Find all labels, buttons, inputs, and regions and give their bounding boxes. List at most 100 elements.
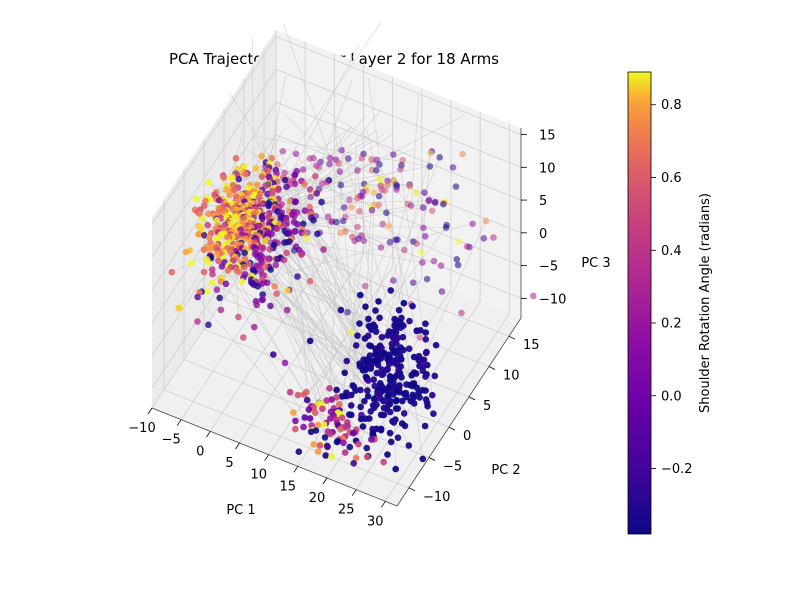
- data-point: [398, 374, 405, 381]
- data-point: [351, 237, 358, 245]
- data-point: [259, 215, 266, 222]
- data-point: [290, 409, 297, 416]
- grid-line-x: [384, 313, 510, 502]
- data-point: [394, 434, 402, 442]
- data-point: [413, 240, 421, 247]
- data-point: [301, 207, 309, 214]
- data-point: [352, 454, 360, 462]
- data-point: [274, 161, 281, 168]
- data-point: [480, 235, 488, 242]
- data-point: [208, 279, 216, 286]
- colorbar-tick-label: 0.8: [661, 98, 682, 113]
- data-point: [422, 336, 430, 343]
- y-tick-label: 5: [483, 399, 491, 414]
- data-point: [242, 170, 249, 178]
- data-point: [380, 458, 387, 466]
- x-tick-label: −5: [162, 433, 181, 448]
- trajectory-segment: [400, 169, 433, 396]
- x-tick-mark: [176, 419, 182, 426]
- data-point: [430, 410, 437, 418]
- data-point: [244, 190, 251, 197]
- x-tick-mark: [147, 407, 153, 415]
- data-point: [407, 202, 415, 209]
- data-point: [380, 411, 388, 419]
- data-point: [215, 257, 222, 265]
- data-point: [406, 182, 413, 190]
- data-point: [320, 421, 328, 428]
- z-tick-label: 15: [539, 129, 556, 144]
- data-point: [413, 384, 421, 392]
- data-point: [291, 172, 299, 179]
- x-tick-label: 0: [196, 444, 204, 459]
- data-point: [205, 178, 212, 186]
- x-tick-mark: [206, 431, 211, 438]
- data-point: [359, 423, 367, 430]
- data-point: [235, 313, 242, 321]
- data-point: [338, 414, 346, 422]
- data-point: [440, 200, 447, 208]
- data-point: [232, 213, 239, 221]
- data-point: [386, 408, 394, 416]
- data-point: [273, 290, 281, 298]
- data-point: [315, 163, 323, 171]
- trajectory-segment: [294, 175, 337, 398]
- data-point: [333, 386, 341, 394]
- data-point: [258, 173, 266, 180]
- y-tick-mark: [448, 426, 456, 431]
- data-point: [206, 246, 213, 253]
- data-point: [416, 334, 424, 341]
- data-point: [345, 155, 352, 162]
- data-point: [283, 183, 290, 191]
- colorbar-tick-label: 0.4: [661, 244, 682, 259]
- data-point: [254, 283, 261, 290]
- data-point: [356, 208, 363, 215]
- data-point: [394, 405, 402, 412]
- data-point: [270, 351, 277, 358]
- data-point: [458, 309, 465, 317]
- data-point: [432, 341, 440, 349]
- trajectory-segment: [308, 242, 391, 410]
- data-point: [374, 361, 382, 369]
- data-point: [303, 396, 311, 404]
- trajectory-segment: [284, 180, 366, 339]
- data-point: [290, 247, 298, 254]
- data-point: [384, 451, 391, 458]
- grid-line-x: [239, 254, 364, 444]
- data-point: [306, 277, 314, 285]
- data-point: [372, 307, 379, 314]
- y-tick-mark: [508, 335, 516, 340]
- z-tick-label: 5: [539, 194, 547, 209]
- data-point: [295, 448, 303, 456]
- data-point: [350, 460, 358, 467]
- data-point: [322, 452, 330, 459]
- data-point: [459, 150, 466, 158]
- data-point: [421, 422, 429, 430]
- data-point: [253, 301, 261, 309]
- data-point: [358, 155, 366, 162]
- data-point: [360, 237, 368, 244]
- trajectory-segment: [294, 80, 353, 232]
- data-point: [379, 220, 387, 228]
- data-point: [412, 189, 420, 197]
- trajectory-segment: [376, 375, 436, 430]
- x-tick-label: 5: [225, 456, 233, 471]
- data-point: [320, 246, 327, 253]
- data-point: [421, 233, 429, 240]
- data-point: [229, 257, 237, 264]
- data-point: [256, 262, 264, 270]
- data-point: [390, 151, 397, 158]
- data-point: [380, 397, 387, 405]
- data-point: [354, 167, 361, 174]
- data-point: [400, 410, 408, 417]
- data-point: [300, 391, 308, 398]
- data-point: [286, 388, 294, 396]
- colorbar-label: Shoulder Rotation Angle (radians): [698, 193, 713, 413]
- data-point: [200, 268, 208, 276]
- grid-line-y: [163, 389, 410, 489]
- data-point: [449, 164, 457, 171]
- data-point: [283, 249, 291, 257]
- data-point: [430, 257, 438, 265]
- data-point: [418, 248, 425, 256]
- data-point: [338, 393, 346, 400]
- data-point: [392, 329, 400, 336]
